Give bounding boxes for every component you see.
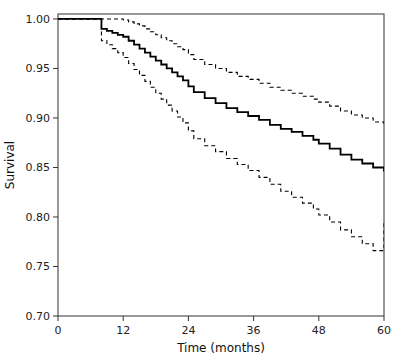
plot-area — [58, 19, 384, 251]
plot-frame — [58, 14, 384, 316]
x-tick-label: 0 — [55, 324, 62, 337]
ci-line — [58, 19, 384, 125]
y-tick-label: 0.75 — [26, 260, 51, 273]
x-tick — [58, 316, 59, 321]
y-tick-label: 0.80 — [26, 211, 51, 224]
y-tick-label: 0.85 — [26, 161, 51, 174]
y-tick — [53, 18, 58, 19]
x-tick — [188, 316, 189, 321]
y-tick — [53, 167, 58, 168]
chart: 0 12 24 36 48 60 0.70 0.75 0.80 0.85 0.90 0.95 1.00 T… — [0, 0, 400, 362]
x-tick — [384, 316, 385, 321]
x-tick-label: 36 — [247, 324, 261, 337]
x-tick-label: 48 — [312, 324, 326, 337]
x-tick — [253, 316, 254, 321]
y-tick — [53, 316, 58, 317]
y-tick — [53, 117, 58, 118]
survival-line — [58, 19, 384, 171]
x-tick — [123, 316, 124, 321]
ci-line — [58, 19, 384, 251]
y-tick-label: 0.95 — [26, 62, 51, 75]
y-tick — [53, 68, 58, 69]
y-axis-label: Survival — [3, 141, 17, 189]
y-tick-label: 0.70 — [26, 310, 51, 323]
x-axis-label: Time (months) — [176, 341, 265, 355]
x-tick-label: 24 — [181, 324, 195, 337]
y-tick — [53, 216, 58, 217]
y-tick-label: 0.90 — [26, 112, 51, 125]
x-tick-label: 60 — [377, 324, 391, 337]
y-tick-label: 1.00 — [26, 13, 51, 26]
x-tick-label: 12 — [116, 324, 130, 337]
x-tick — [318, 316, 319, 321]
y-tick — [53, 266, 58, 267]
